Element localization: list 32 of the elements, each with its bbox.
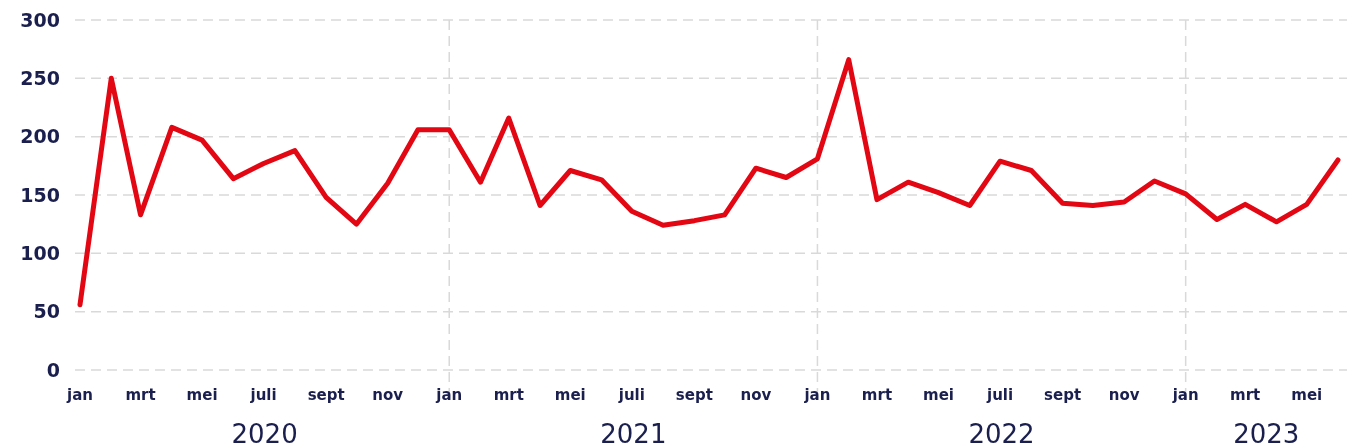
y-tick-label: 300 (20, 8, 60, 31)
x-tick-label: sept (307, 386, 345, 404)
text: 2023 (1233, 419, 1300, 448)
text: 2020 (231, 419, 298, 448)
x-tick-label: nov (1108, 386, 1140, 404)
x-tick-label: mrt (493, 386, 524, 404)
x-tick-label: jan (435, 386, 463, 404)
text: 2022 (968, 419, 1035, 448)
x-tick-label: sept (1044, 386, 1082, 404)
x-tick-label: mei (186, 386, 218, 404)
x-tick-label: mei (1291, 386, 1323, 404)
y-tick-label: 0 (46, 358, 60, 381)
y-tick-label: 250 (20, 66, 60, 89)
text: 2021 (600, 419, 667, 448)
y-tick-label: 50 (33, 300, 60, 323)
x-tick-label: mrt (125, 386, 156, 404)
x-tick-label: mrt (861, 386, 893, 404)
x-tick-label: mei (554, 386, 586, 404)
x-tick-label: nov (372, 386, 404, 404)
x-tick-label: mrt (1230, 386, 1261, 404)
x-tick-label: jan (66, 386, 93, 404)
x-tick-label: jan (803, 386, 831, 404)
x-tick-label: juli (617, 386, 645, 404)
x-tick-label: juli (249, 386, 277, 404)
x-tick-label: nov (740, 386, 772, 404)
y-tick-label: 100 (20, 241, 60, 264)
x-tick-label: juli (985, 386, 1014, 404)
x-tick-label: mei (923, 386, 954, 404)
y-tick-label: 200 (20, 125, 60, 148)
x-tick-label: sept (675, 386, 713, 404)
x-tick-label: jan (1171, 386, 1199, 404)
y-tick-label: 150 (20, 183, 60, 206)
